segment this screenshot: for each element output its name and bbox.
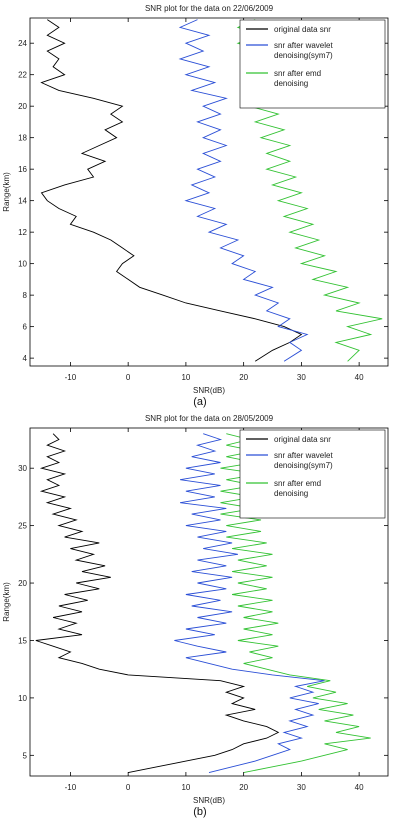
- series-line-original: [40, 19, 303, 362]
- x-axis-label: SNR(dB): [193, 796, 225, 805]
- legend-label-wavelet: snr after wavelet denoising(sym7): [274, 451, 333, 470]
- y-tick-label: 14: [18, 197, 27, 206]
- legend-label-emd: snr after emd denoising: [274, 69, 321, 88]
- x-tick-label: -10: [65, 373, 77, 382]
- legend-box: [239, 19, 386, 109]
- series-line-emd: [220, 433, 371, 774]
- y-tick-label: 20: [18, 102, 27, 111]
- x-tick-label: 20: [239, 373, 248, 382]
- x-tick-label: -10: [65, 783, 77, 792]
- legend-label-original: original data snr: [274, 25, 331, 34]
- legend-label-wavelet: snr after wavelet denoising(sym7): [274, 41, 333, 60]
- series-line-original: [35, 433, 280, 774]
- x-tick-label: 10: [181, 373, 190, 382]
- x-tick-label: 0: [126, 373, 131, 382]
- x-tick-label: 40: [355, 783, 364, 792]
- legend-label-emd: snr after emd denoising: [274, 479, 321, 498]
- y-tick-label: 22: [18, 71, 27, 80]
- x-tick-label: 20: [239, 783, 248, 792]
- x-axis-label: SNR(dB): [193, 386, 225, 395]
- y-tick-label: 8: [23, 291, 28, 300]
- y-tick-label: 10: [18, 260, 27, 269]
- legend-box: [239, 429, 386, 519]
- y-tick-label: 4: [23, 354, 28, 363]
- chart-title: SNR plot for the data on 22/06/2009: [145, 4, 274, 13]
- x-tick-label: 30: [297, 783, 306, 792]
- y-axis-label: Range(km): [2, 582, 11, 622]
- y-tick-label: 12: [18, 228, 27, 237]
- y-tick-label: 10: [18, 694, 27, 703]
- y-tick-label: 25: [18, 522, 27, 531]
- series-line-wavelet: [178, 19, 309, 362]
- legend-label-original: original data snr: [274, 435, 331, 444]
- y-tick-label: 6: [23, 323, 28, 332]
- series-line-wavelet: [174, 433, 325, 774]
- chart-title: SNR plot for the data on 28/05/2009: [145, 414, 274, 423]
- x-tick-label: 30: [297, 373, 306, 382]
- x-tick-label: 40: [355, 373, 364, 382]
- x-tick-label: 0: [126, 783, 131, 792]
- y-axis-label: Range(km): [2, 172, 11, 212]
- chart-panel-b: SNR plot for the data on 28/05/2009 -10 0 1…: [0, 410, 400, 820]
- y-tick-label: 5: [23, 751, 28, 760]
- y-tick-label: 18: [18, 134, 27, 143]
- panel-label: (b): [193, 806, 206, 818]
- y-tick-label: 15: [18, 636, 27, 645]
- chart-b-svg: SNR plot for the data on 28/05/2009 -10 0 1…: [2, 414, 389, 818]
- chart-a-svg: SNR plot for the data on 22/06/2009 -10 0 1…: [2, 4, 389, 408]
- y-tick-label: 30: [18, 464, 27, 473]
- y-tick-label: 16: [18, 165, 27, 174]
- chart-panel-a: SNR plot for the data on 22/06/2009 -10 0 1…: [0, 0, 400, 410]
- y-tick-label: 24: [18, 39, 27, 48]
- y-tick-label: 20: [18, 579, 27, 588]
- panel-label: (a): [193, 396, 206, 408]
- x-tick-label: 10: [181, 783, 190, 792]
